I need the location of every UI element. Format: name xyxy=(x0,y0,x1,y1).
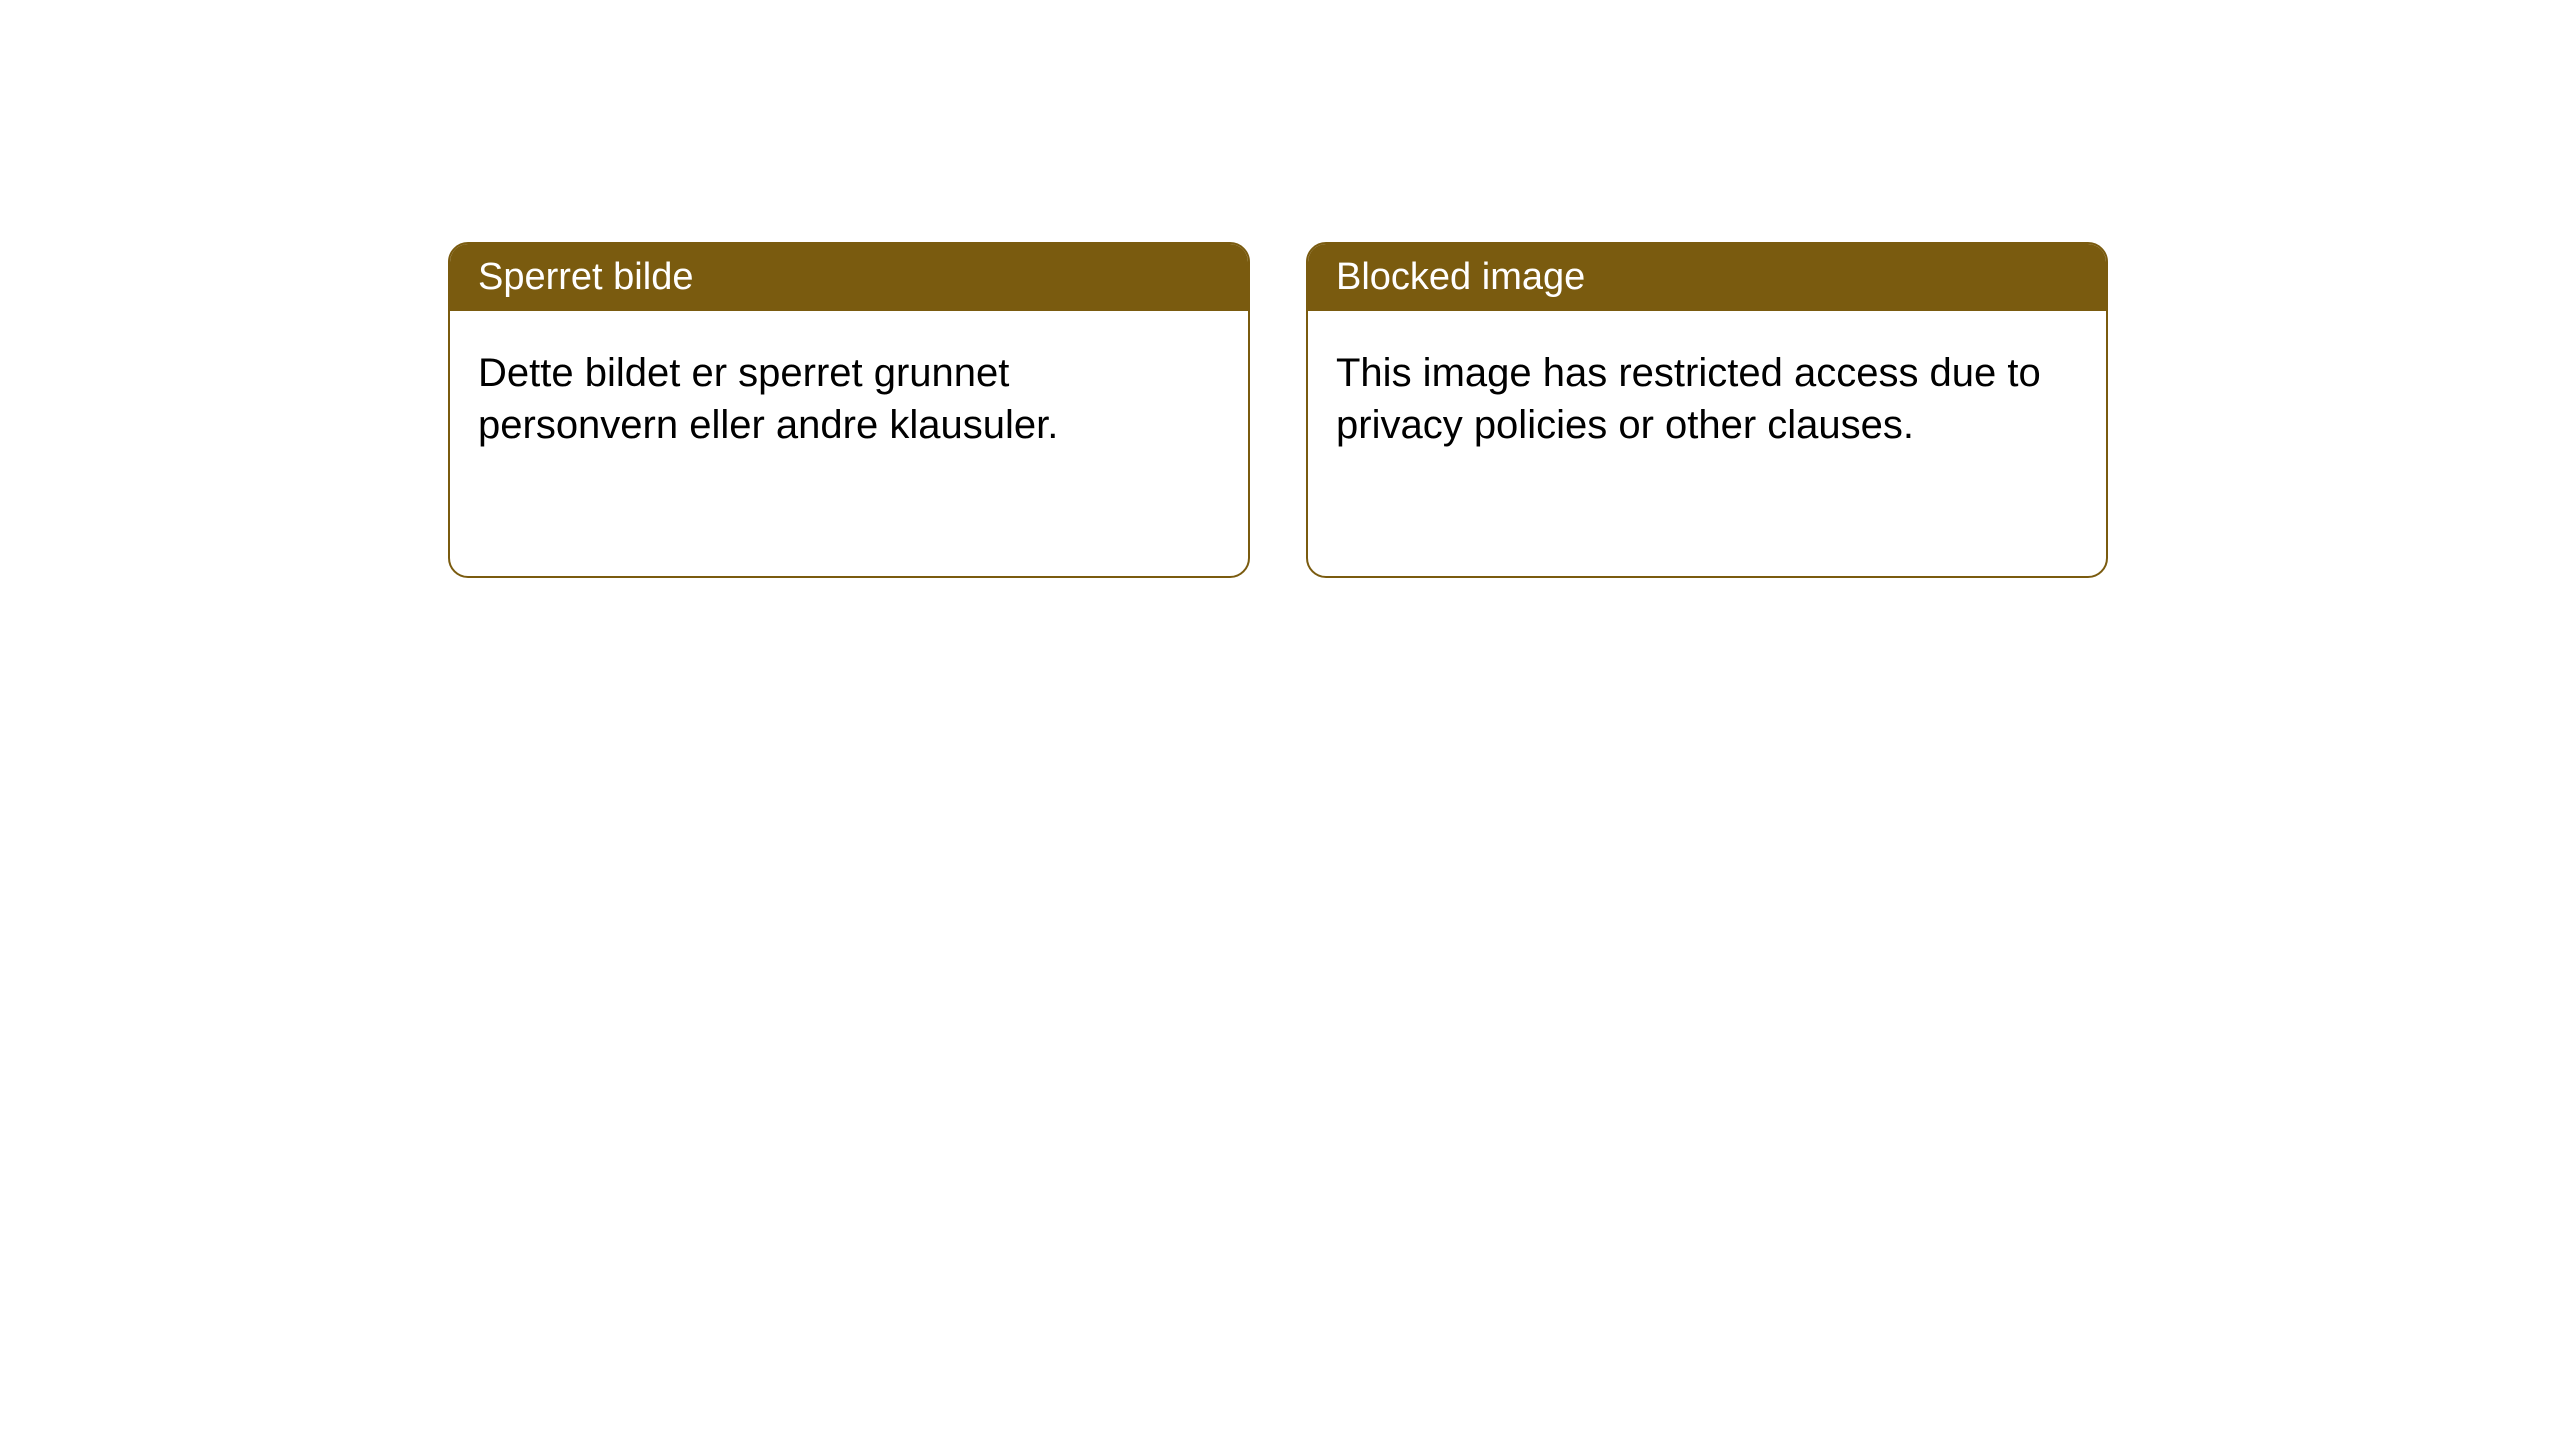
card-header-norwegian: Sperret bilde xyxy=(450,244,1248,311)
card-header-text: Blocked image xyxy=(1336,256,1585,298)
card-body-english: This image has restricted access due to … xyxy=(1308,311,2106,487)
card-body-text: This image has restricted access due to … xyxy=(1336,351,2041,447)
blocked-image-card-norwegian: Sperret bilde Dette bildet er sperret gr… xyxy=(448,242,1250,578)
card-header-english: Blocked image xyxy=(1308,244,2106,311)
card-header-text: Sperret bilde xyxy=(478,256,693,298)
blocked-image-card-english: Blocked image This image has restricted … xyxy=(1306,242,2108,578)
card-body-norwegian: Dette bildet er sperret grunnet personve… xyxy=(450,311,1248,487)
card-body-text: Dette bildet er sperret grunnet personve… xyxy=(478,351,1058,447)
notice-cards-container: Sperret bilde Dette bildet er sperret gr… xyxy=(448,242,2108,578)
